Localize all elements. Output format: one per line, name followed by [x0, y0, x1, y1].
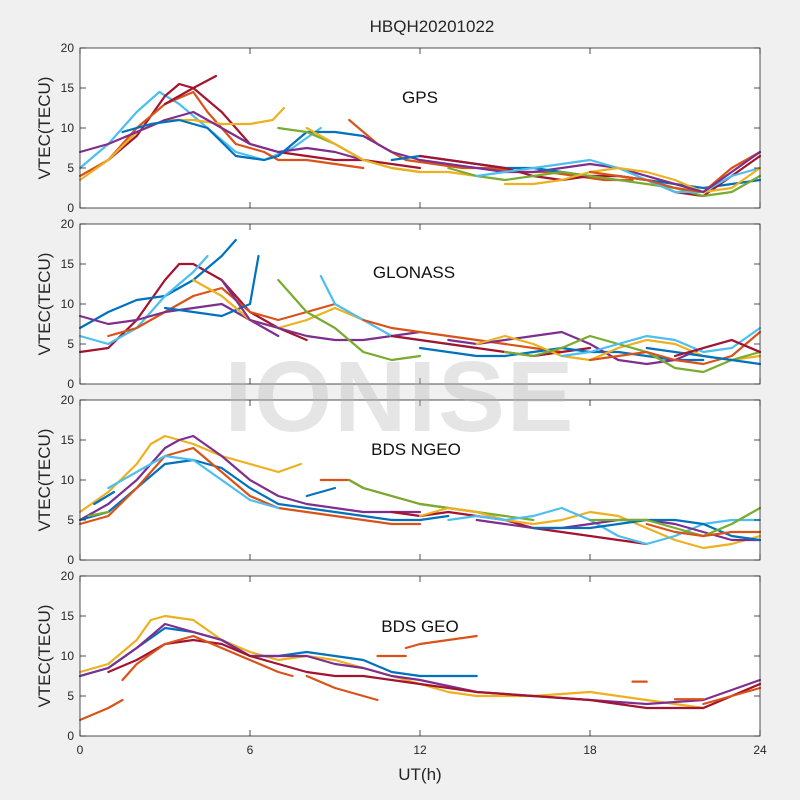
- y-tick-label: 20: [61, 569, 75, 583]
- series-line: [163, 74, 218, 106]
- series-line: [78, 698, 124, 722]
- series-line: [645, 522, 762, 538]
- y-tick-label: 0: [67, 377, 74, 391]
- series-line: [588, 330, 762, 366]
- y-tick-label: 15: [61, 609, 75, 623]
- series-line: [390, 510, 648, 546]
- x-tick-label: 24: [753, 743, 767, 757]
- y-axis-label: VTEC(TECU): [35, 77, 54, 180]
- y-tick-label: 20: [61, 41, 75, 55]
- y-tick-label: 20: [61, 217, 75, 231]
- series-line: [362, 318, 563, 354]
- series-line: [588, 506, 762, 538]
- series-line: [447, 506, 762, 546]
- series-line: [560, 326, 762, 358]
- figure-title: HBQH20201022: [370, 17, 495, 36]
- y-axis-label: VTEC(TECU): [35, 253, 54, 356]
- series-line: [418, 506, 762, 550]
- axes-background: [80, 48, 760, 208]
- y-tick-label: 15: [61, 81, 75, 95]
- series-line: [87, 510, 110, 518]
- series-line: [305, 126, 478, 178]
- panel-gps: 0 5 10 15 20 VTEC(TECU) GPS: [35, 41, 762, 215]
- y-tick-label: 0: [67, 201, 74, 215]
- panel-label: GLONASS: [373, 263, 455, 282]
- series-line: [390, 334, 592, 358]
- y-tick-label: 5: [67, 337, 74, 351]
- y-tick-label: 5: [67, 161, 74, 175]
- series-line: [220, 278, 422, 342]
- panel-bds-ngeo: 0 5 10 15 20 VTEC(TECU) BDS NGEO: [35, 393, 762, 567]
- axes-background: [80, 576, 760, 736]
- y-axis-label: VTEC(TECU): [35, 605, 54, 708]
- series-line: [447, 166, 762, 198]
- y-tick-label: 10: [61, 297, 75, 311]
- series-line: [78, 434, 422, 522]
- series-line: [121, 634, 294, 682]
- panel-label: BDS NGEO: [371, 440, 461, 459]
- series-line: [121, 118, 365, 162]
- x-tick-label: 12: [413, 743, 427, 757]
- series-line: [78, 254, 209, 346]
- y-tick-label: 15: [61, 257, 75, 271]
- series-line: [404, 634, 478, 650]
- axes-background: [80, 224, 760, 384]
- x-tick-label: 18: [583, 743, 597, 757]
- y-tick-label: 10: [61, 121, 75, 135]
- series-line: [503, 166, 762, 194]
- y-tick-label: 0: [67, 729, 74, 743]
- panel-label: BDS GEO: [381, 617, 458, 636]
- x-tick-label: 0: [77, 743, 84, 757]
- panel-label: GPS: [402, 88, 438, 107]
- y-tick-label: 0: [67, 553, 74, 567]
- y-tick-label: 10: [61, 649, 75, 663]
- series-line: [107, 454, 280, 510]
- series-line: [78, 446, 422, 526]
- series-line: [645, 150, 762, 194]
- series-line: [163, 254, 260, 318]
- series-line: [503, 334, 762, 374]
- x-axis-label: UT(h): [398, 765, 441, 784]
- axes-background: [80, 400, 760, 560]
- series-line: [673, 338, 762, 358]
- y-tick-label: 5: [67, 513, 74, 527]
- y-tick-label: 10: [61, 473, 75, 487]
- series-line: [78, 262, 308, 354]
- y-axis-label: VTEC(TECU): [35, 429, 54, 532]
- series-line: [588, 150, 762, 194]
- series-line: [78, 106, 286, 182]
- series-line: [93, 490, 116, 506]
- y-tick-label: 15: [61, 433, 75, 447]
- series-line: [277, 278, 422, 362]
- y-tick-label: 5: [67, 689, 74, 703]
- series-line: [702, 686, 762, 706]
- series-line: [305, 486, 337, 498]
- panel-bds-geo: 0 5 10 15 20 0 6 12 18 24 VTEC(TECU) BDS GEO UT(h): [35, 569, 767, 784]
- y-tick-label: 20: [61, 393, 75, 407]
- series-line: [78, 110, 365, 162]
- series-line: [107, 286, 337, 338]
- series-line: [107, 638, 762, 710]
- series-line: [348, 478, 535, 522]
- series-line: [305, 674, 379, 702]
- panel-glonass: 0 5 10 15 20 VTEC(TECU) GLONASS: [35, 217, 762, 391]
- series-line: [78, 90, 322, 170]
- series-line: [78, 614, 762, 710]
- x-tick-label: 6: [247, 743, 254, 757]
- series-line: [645, 346, 762, 366]
